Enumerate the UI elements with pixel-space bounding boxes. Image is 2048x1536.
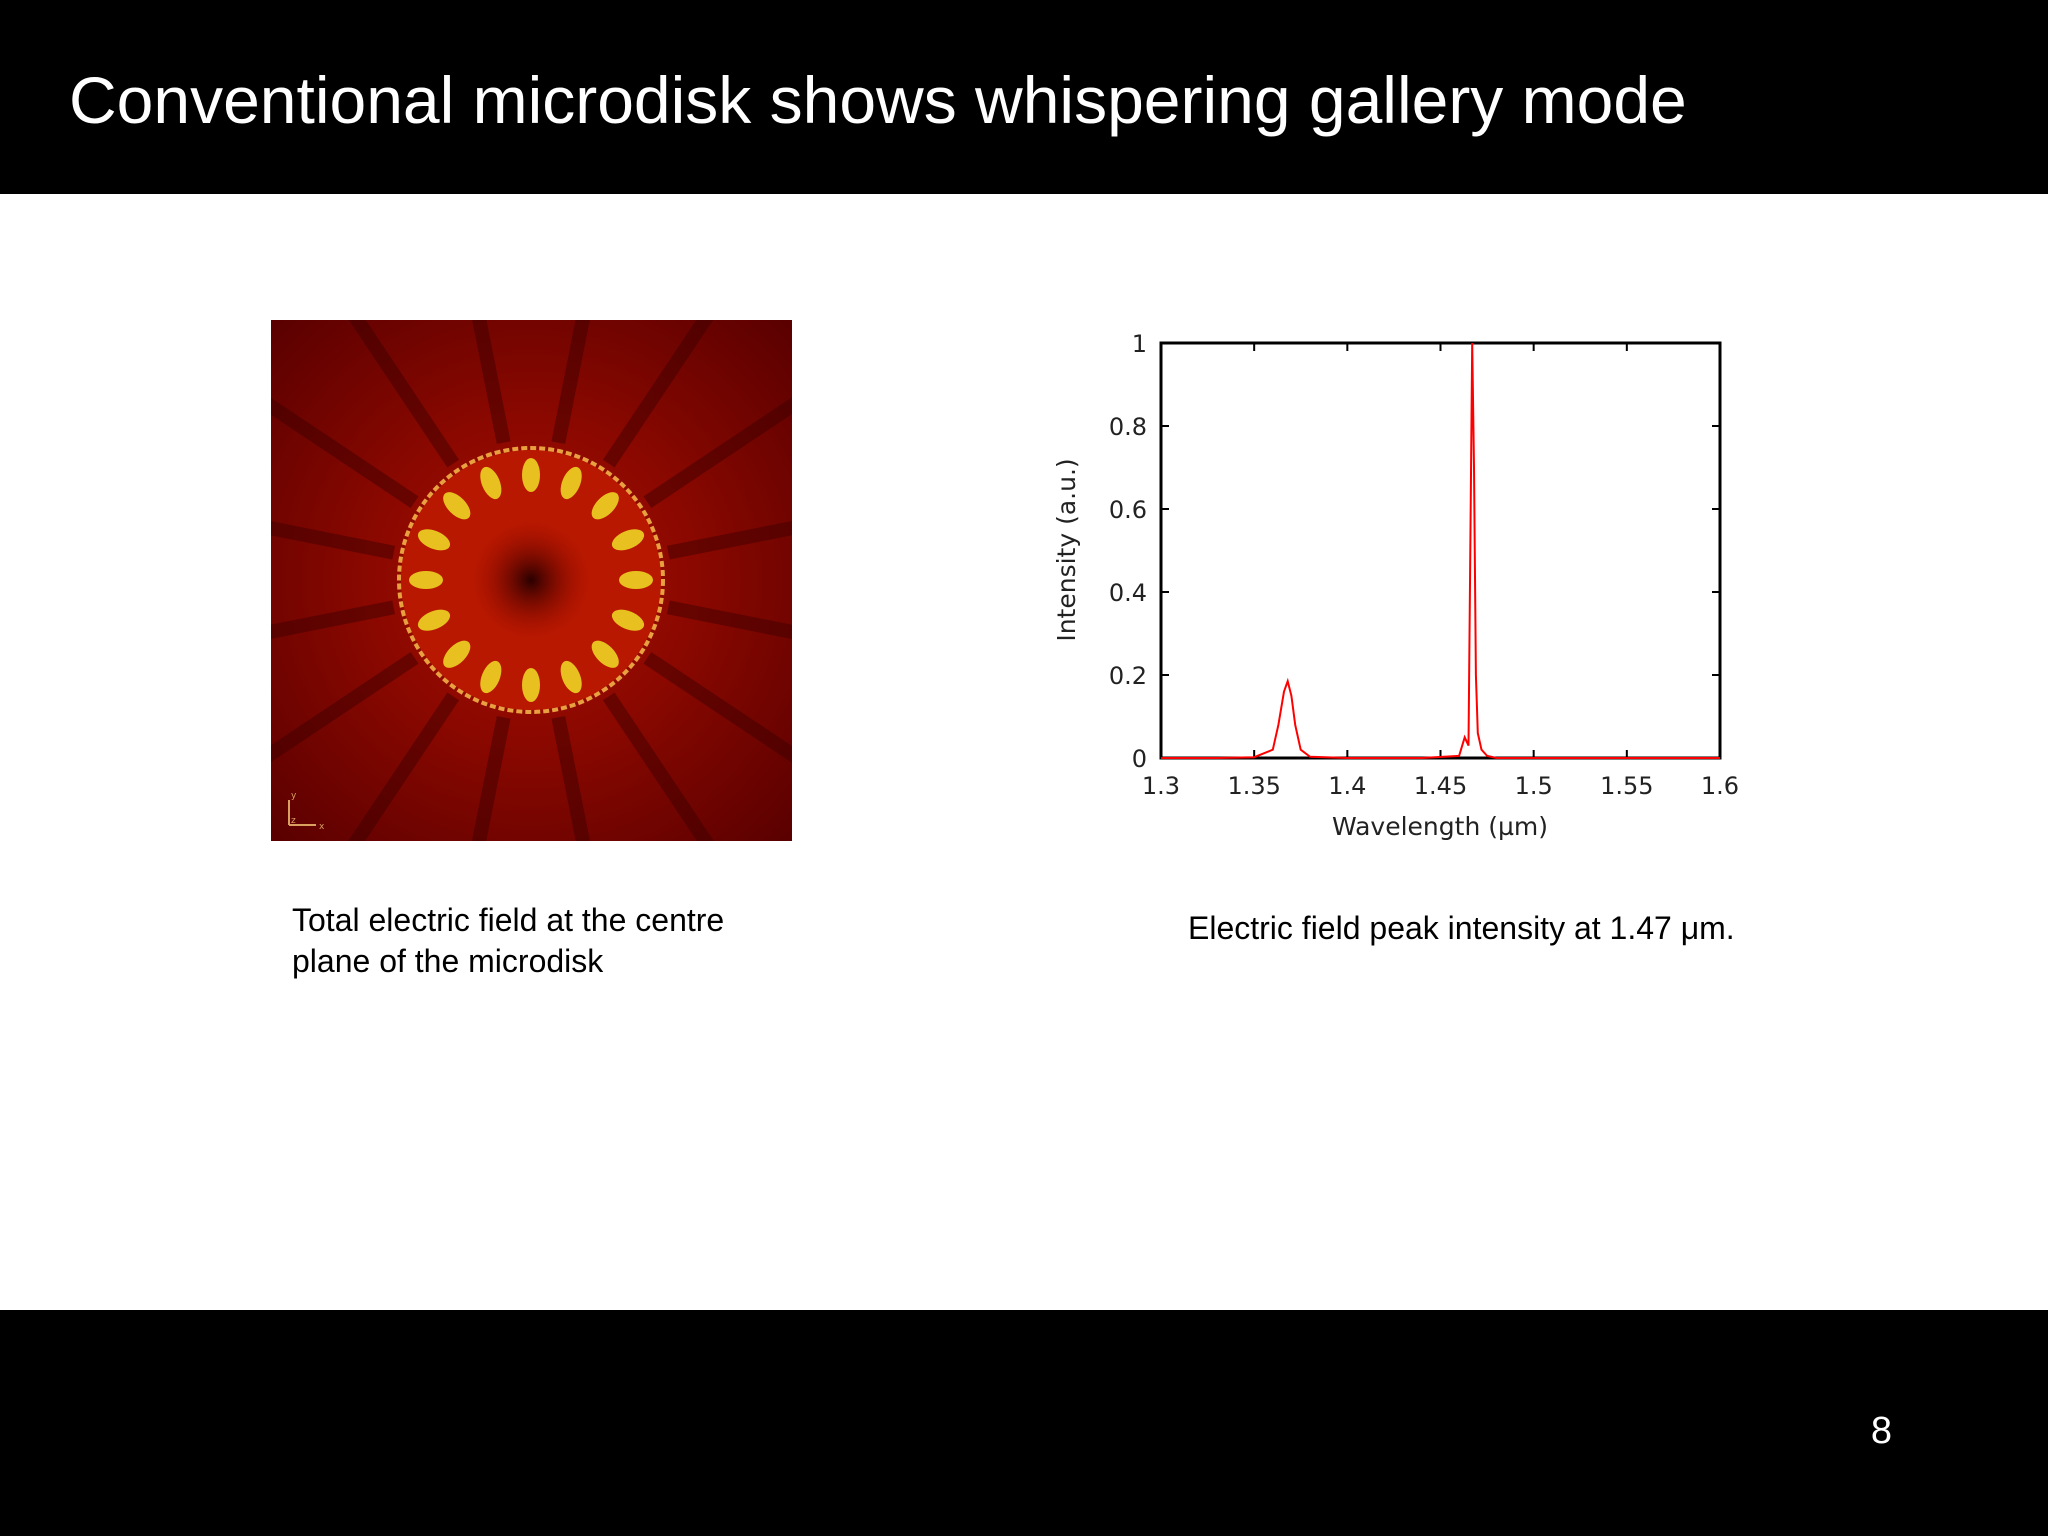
field-ray — [643, 397, 792, 509]
x-axis-ticks: 1.3 1.35 1.4 1.45 1.5 1.55 1.6 — [1142, 343, 1739, 800]
title-bar: Conventional microdisk shows whispering … — [0, 0, 2048, 194]
slide-title: Conventional microdisk shows whispering … — [69, 63, 1687, 137]
field-lobe — [480, 466, 502, 500]
footer-bar — [0, 1310, 2048, 1536]
y-tick-label: 0.4 — [1109, 579, 1147, 607]
field-ray — [666, 600, 792, 640]
whispering-gallery-lobes — [409, 458, 653, 702]
x-axis-label: Wavelength (µm) — [1332, 812, 1548, 841]
y-tick-label: 0.8 — [1109, 413, 1147, 441]
y-axis-label: Intensity (a.u.) — [1052, 458, 1081, 641]
field-lobe — [443, 640, 471, 668]
axis-triad-icon: y z x — [288, 791, 325, 832]
field-lobe — [480, 660, 502, 694]
y-tick-label: 0 — [1132, 745, 1147, 773]
field-ray — [602, 692, 714, 841]
field-lobe — [560, 466, 582, 500]
intensity-spectrum-chart: 1.3 1.35 1.4 1.45 1.5 1.55 1.6 00.20.40.60.81 … — [1052, 330, 1739, 841]
field-ray — [471, 715, 511, 841]
field-ray — [643, 651, 792, 763]
field-ray — [666, 520, 792, 560]
page-number: 8 — [1870, 1410, 1892, 1452]
field-ray — [348, 692, 460, 841]
x-tick-label: 1.45 — [1414, 772, 1467, 800]
field-lobe — [409, 571, 443, 589]
field-lobe — [611, 609, 645, 631]
field-ray — [602, 320, 714, 468]
x-tick-label: 1.3 — [1142, 772, 1180, 800]
intensity-series-line — [1161, 342, 1720, 759]
field-lobe — [417, 609, 451, 631]
field-lobe — [522, 668, 540, 702]
field-ray — [271, 600, 396, 639]
y-axis-ticks: 0 0.2 0.4 0.6 0.8 1 — [1109, 330, 1720, 773]
caption-line-2: plane of the microdisk — [292, 943, 604, 979]
plot-frame — [1159, 341, 1722, 760]
electric-field-image: y z x — [271, 320, 792, 841]
right-figure-caption: Electric field peak intensity at 1.47 μm… — [1188, 910, 1735, 946]
x-tick-label: 1.6 — [1701, 772, 1739, 800]
y-tick-label: 0.2 — [1109, 662, 1147, 690]
svg-text:y: y — [291, 791, 297, 801]
field-ray — [551, 715, 591, 841]
field-lobe — [611, 529, 645, 551]
x-tick-label: 1.55 — [1600, 772, 1653, 800]
field-lobe — [591, 640, 619, 668]
svg-text:x: x — [319, 822, 325, 832]
x-tick-label: 1.35 — [1227, 772, 1280, 800]
svg-text:z: z — [291, 816, 296, 826]
field-dark-rays — [271, 320, 792, 841]
field-ray — [551, 320, 590, 445]
field-ray — [271, 397, 419, 509]
field-ray — [348, 320, 460, 468]
field-lobe — [560, 660, 582, 694]
field-ray — [271, 651, 419, 763]
x-tick-label: 1.4 — [1328, 772, 1366, 800]
caption-line-1: Total electric field at the centre — [292, 902, 725, 938]
field-lobe — [417, 529, 451, 551]
x-tick-label: 1.5 — [1515, 772, 1553, 800]
disk-edge-ring — [397, 446, 665, 714]
field-ray — [472, 320, 511, 445]
disk-core — [471, 520, 591, 640]
field-lobe — [591, 492, 619, 520]
field-ray — [271, 521, 396, 560]
field-lobe — [619, 571, 653, 589]
left-figure-caption: Total electric field at the centre plane… — [292, 900, 812, 982]
field-lobe — [522, 458, 540, 492]
y-tick-label: 0.6 — [1109, 496, 1147, 524]
y-tick-label: 1 — [1132, 330, 1147, 358]
field-lobe — [443, 492, 471, 520]
